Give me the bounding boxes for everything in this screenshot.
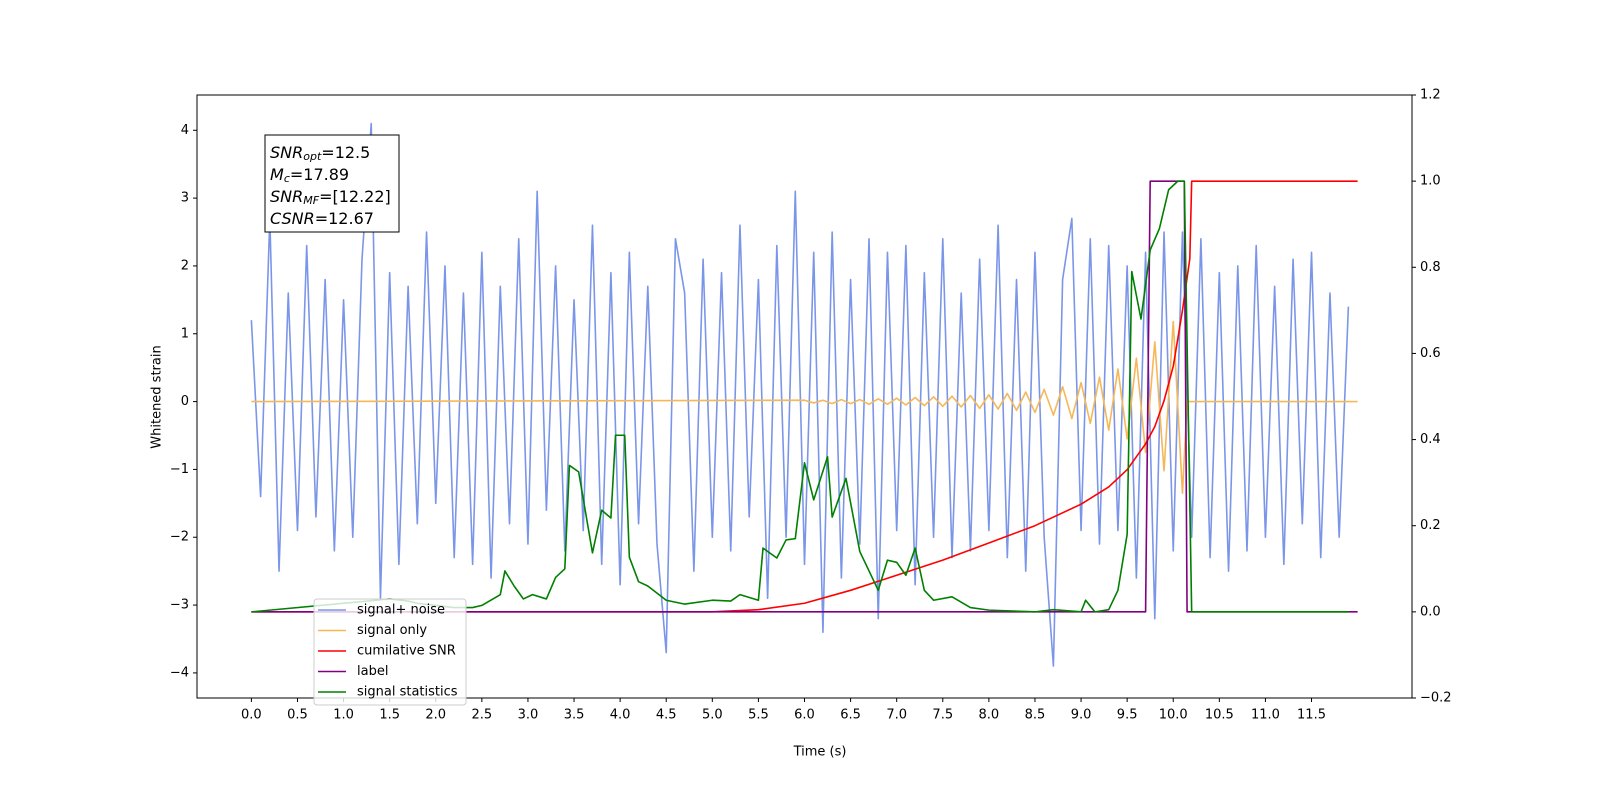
y-tick-label: 0	[181, 394, 189, 409]
y2-tick-label: 0.6	[1420, 346, 1441, 361]
y-tick-label: −2	[170, 530, 189, 545]
x-tick-label: 10.0	[1159, 708, 1188, 723]
series-line	[251, 180, 1349, 613]
annotation: Mc=17.89	[270, 165, 349, 186]
annotation-box	[264, 134, 400, 233]
x-tick-label: 7.5	[932, 708, 953, 723]
annotation-name: M	[270, 165, 284, 184]
x-tick-label: 5.5	[748, 708, 769, 723]
x-tick-label: 4.5	[656, 708, 677, 723]
annotation-name: SNR	[270, 187, 303, 206]
annotation-sub: opt	[303, 150, 322, 163]
x-tick-label: 0.0	[241, 708, 262, 723]
x-tick-label: 11.0	[1251, 708, 1280, 723]
y2-tick-label: 0.2	[1420, 518, 1441, 533]
legend-label: label	[357, 664, 388, 679]
y-tick-label: 4	[181, 123, 189, 138]
series-line	[251, 180, 1358, 613]
y2-tick-label: 0.4	[1420, 432, 1441, 447]
y-tick-label: 3	[181, 191, 189, 206]
x-tick-label: 0.5	[287, 708, 308, 723]
x-tick-label: 8.5	[1025, 708, 1046, 723]
x-tick-label: 8.0	[979, 708, 1000, 723]
legend-label: signal+ noise	[357, 603, 445, 618]
legend-label: signal only	[357, 623, 427, 638]
y-axis-label: Whitened strain	[150, 345, 165, 448]
y2-tick-label: 1.0	[1420, 174, 1441, 189]
x-tick-label: 2.0	[425, 708, 446, 723]
annotation-text: =12.67	[315, 209, 374, 228]
x-tick-label: 7.0	[886, 708, 907, 723]
annotation: SNRMF=[12.22]	[270, 187, 391, 208]
x-tick-label: 2.5	[472, 708, 493, 723]
annotation-name: CSNR	[270, 209, 315, 228]
annotation-text: =[12.22]	[319, 187, 391, 206]
annotation-text: =12.5	[321, 143, 370, 162]
y-tick-label: −1	[170, 462, 189, 477]
y-tick-label: 1	[181, 326, 189, 341]
legend-label: signal statistics	[357, 685, 458, 700]
y-tick-label: −4	[170, 665, 189, 680]
legend-label: cumilative SNR	[357, 644, 456, 659]
y2-tick-label: 0.0	[1420, 604, 1441, 619]
legend-box	[313, 598, 467, 706]
annotation: SNRopt=12.5	[270, 143, 370, 164]
x-tick-label: 1.5	[379, 708, 400, 723]
x-tick-label: 9.5	[1117, 708, 1138, 723]
x-tick-label: 1.0	[333, 708, 354, 723]
y-tick-label: 2	[181, 258, 189, 273]
y2-tick-label: 1.2	[1420, 88, 1441, 103]
series-line	[251, 320, 1358, 494]
x-axis-label: Time (s)	[793, 745, 847, 760]
x-tick-label: 9.0	[1071, 708, 1092, 723]
annotation-text: =17.89	[290, 165, 349, 184]
x-tick-label: 6.5	[840, 708, 861, 723]
x-tick-label: 3.5	[564, 708, 585, 723]
series-line	[250, 122, 1350, 667]
x-tick-label: 5.0	[702, 708, 723, 723]
annotation-name: SNR	[270, 143, 303, 162]
annotation-sub: c	[284, 172, 290, 185]
x-tick-label: 3.0	[518, 708, 539, 723]
annotation: CSNR=12.67	[270, 209, 374, 228]
x-tick-label: 11.5	[1297, 708, 1326, 723]
x-tick-label: 6.0	[794, 708, 815, 723]
x-tick-label: 10.5	[1205, 708, 1234, 723]
y2-tick-label: 0.8	[1420, 260, 1441, 275]
y-tick-label: −3	[170, 598, 189, 613]
x-tick-label: 4.0	[610, 708, 631, 723]
annotation-sub: MF	[303, 194, 319, 207]
y2-tick-label: −0.2	[1420, 691, 1452, 706]
